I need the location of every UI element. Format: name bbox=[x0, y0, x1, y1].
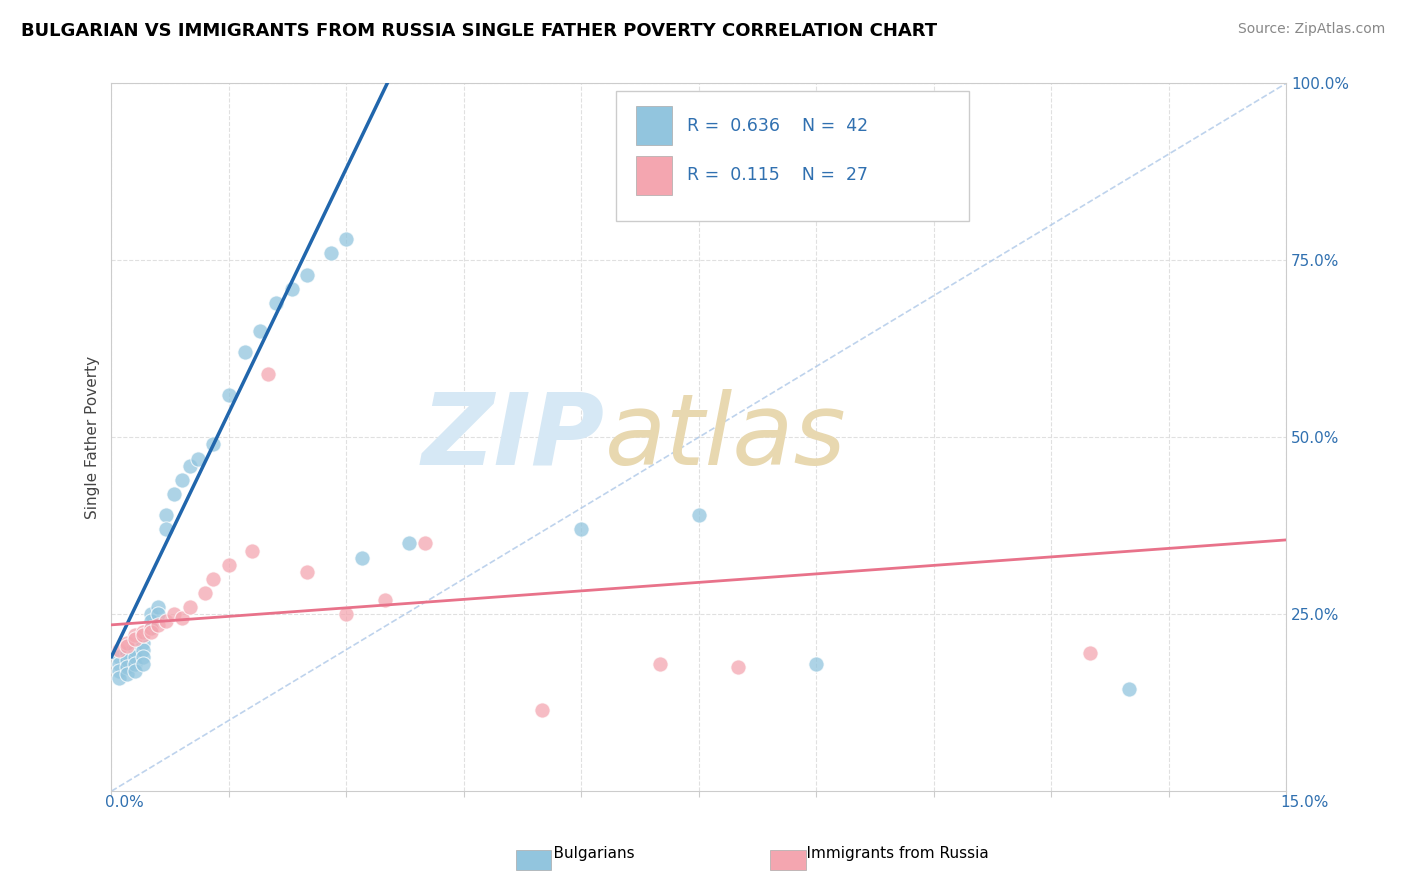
Point bbox=[139, 621, 162, 635]
Point bbox=[264, 296, 287, 310]
Point bbox=[194, 586, 217, 600]
Point bbox=[155, 615, 177, 629]
Text: Source: ZipAtlas.com: Source: ZipAtlas.com bbox=[1237, 22, 1385, 37]
Point bbox=[139, 615, 162, 629]
Point bbox=[280, 282, 302, 296]
Point bbox=[132, 649, 155, 664]
Point bbox=[108, 657, 131, 671]
Y-axis label: Single Father Poverty: Single Father Poverty bbox=[86, 356, 100, 519]
Point bbox=[115, 635, 138, 649]
Point bbox=[115, 653, 138, 667]
Point bbox=[295, 565, 318, 579]
Point bbox=[148, 607, 170, 622]
Point bbox=[187, 451, 209, 466]
Point bbox=[179, 600, 201, 615]
Point bbox=[202, 437, 225, 451]
Point bbox=[132, 628, 155, 642]
Point bbox=[569, 522, 592, 536]
Text: R =  0.636    N =  42: R = 0.636 N = 42 bbox=[688, 117, 868, 135]
Point bbox=[648, 657, 671, 671]
Point bbox=[139, 607, 162, 622]
Point bbox=[124, 649, 146, 664]
Point bbox=[108, 664, 131, 678]
Point bbox=[132, 642, 155, 657]
Point bbox=[531, 703, 554, 717]
Point bbox=[115, 639, 138, 653]
Point bbox=[218, 388, 240, 402]
Point bbox=[398, 536, 420, 550]
Point bbox=[335, 607, 357, 622]
Point bbox=[688, 508, 710, 523]
Point bbox=[218, 558, 240, 572]
Point bbox=[124, 628, 146, 642]
Point bbox=[202, 572, 225, 586]
Point bbox=[233, 345, 256, 359]
Point bbox=[148, 618, 170, 632]
Point bbox=[249, 324, 271, 338]
Point bbox=[155, 522, 177, 536]
Text: 15.0%: 15.0% bbox=[1281, 796, 1329, 810]
Point bbox=[132, 624, 155, 639]
FancyBboxPatch shape bbox=[637, 106, 672, 145]
Point bbox=[179, 458, 201, 473]
Text: 0.0%: 0.0% bbox=[105, 796, 145, 810]
Point bbox=[163, 607, 186, 622]
Point bbox=[155, 508, 177, 523]
Point bbox=[108, 671, 131, 685]
Point bbox=[1118, 681, 1140, 696]
Text: Bulgarians: Bulgarians bbox=[534, 847, 636, 861]
FancyBboxPatch shape bbox=[616, 90, 969, 221]
Point bbox=[170, 473, 193, 487]
Text: atlas: atlas bbox=[605, 389, 846, 486]
Point bbox=[240, 543, 263, 558]
Point bbox=[170, 611, 193, 625]
Point bbox=[804, 657, 827, 671]
Point bbox=[124, 664, 146, 678]
Point bbox=[132, 635, 155, 649]
Point bbox=[108, 642, 131, 657]
Point bbox=[1078, 646, 1101, 660]
Point bbox=[374, 593, 396, 607]
Text: BULGARIAN VS IMMIGRANTS FROM RUSSIA SINGLE FATHER POVERTY CORRELATION CHART: BULGARIAN VS IMMIGRANTS FROM RUSSIA SING… bbox=[21, 22, 938, 40]
Point bbox=[115, 660, 138, 674]
Point bbox=[139, 621, 162, 635]
Point bbox=[115, 646, 138, 660]
Point bbox=[163, 487, 186, 501]
Point bbox=[257, 367, 280, 381]
Point bbox=[319, 246, 342, 260]
Point bbox=[124, 632, 146, 646]
FancyBboxPatch shape bbox=[637, 156, 672, 195]
Text: ZIP: ZIP bbox=[422, 389, 605, 486]
Point bbox=[124, 657, 146, 671]
Point bbox=[295, 268, 318, 282]
Point bbox=[124, 642, 146, 657]
Point bbox=[148, 600, 170, 615]
Point bbox=[115, 667, 138, 681]
Point bbox=[727, 660, 749, 674]
Point bbox=[108, 649, 131, 664]
Point bbox=[413, 536, 436, 550]
Point bbox=[350, 550, 373, 565]
Point bbox=[132, 657, 155, 671]
Point bbox=[139, 624, 162, 639]
Point bbox=[335, 232, 357, 246]
Text: R =  0.115    N =  27: R = 0.115 N = 27 bbox=[688, 167, 868, 185]
Text: Immigrants from Russia: Immigrants from Russia bbox=[787, 847, 988, 861]
